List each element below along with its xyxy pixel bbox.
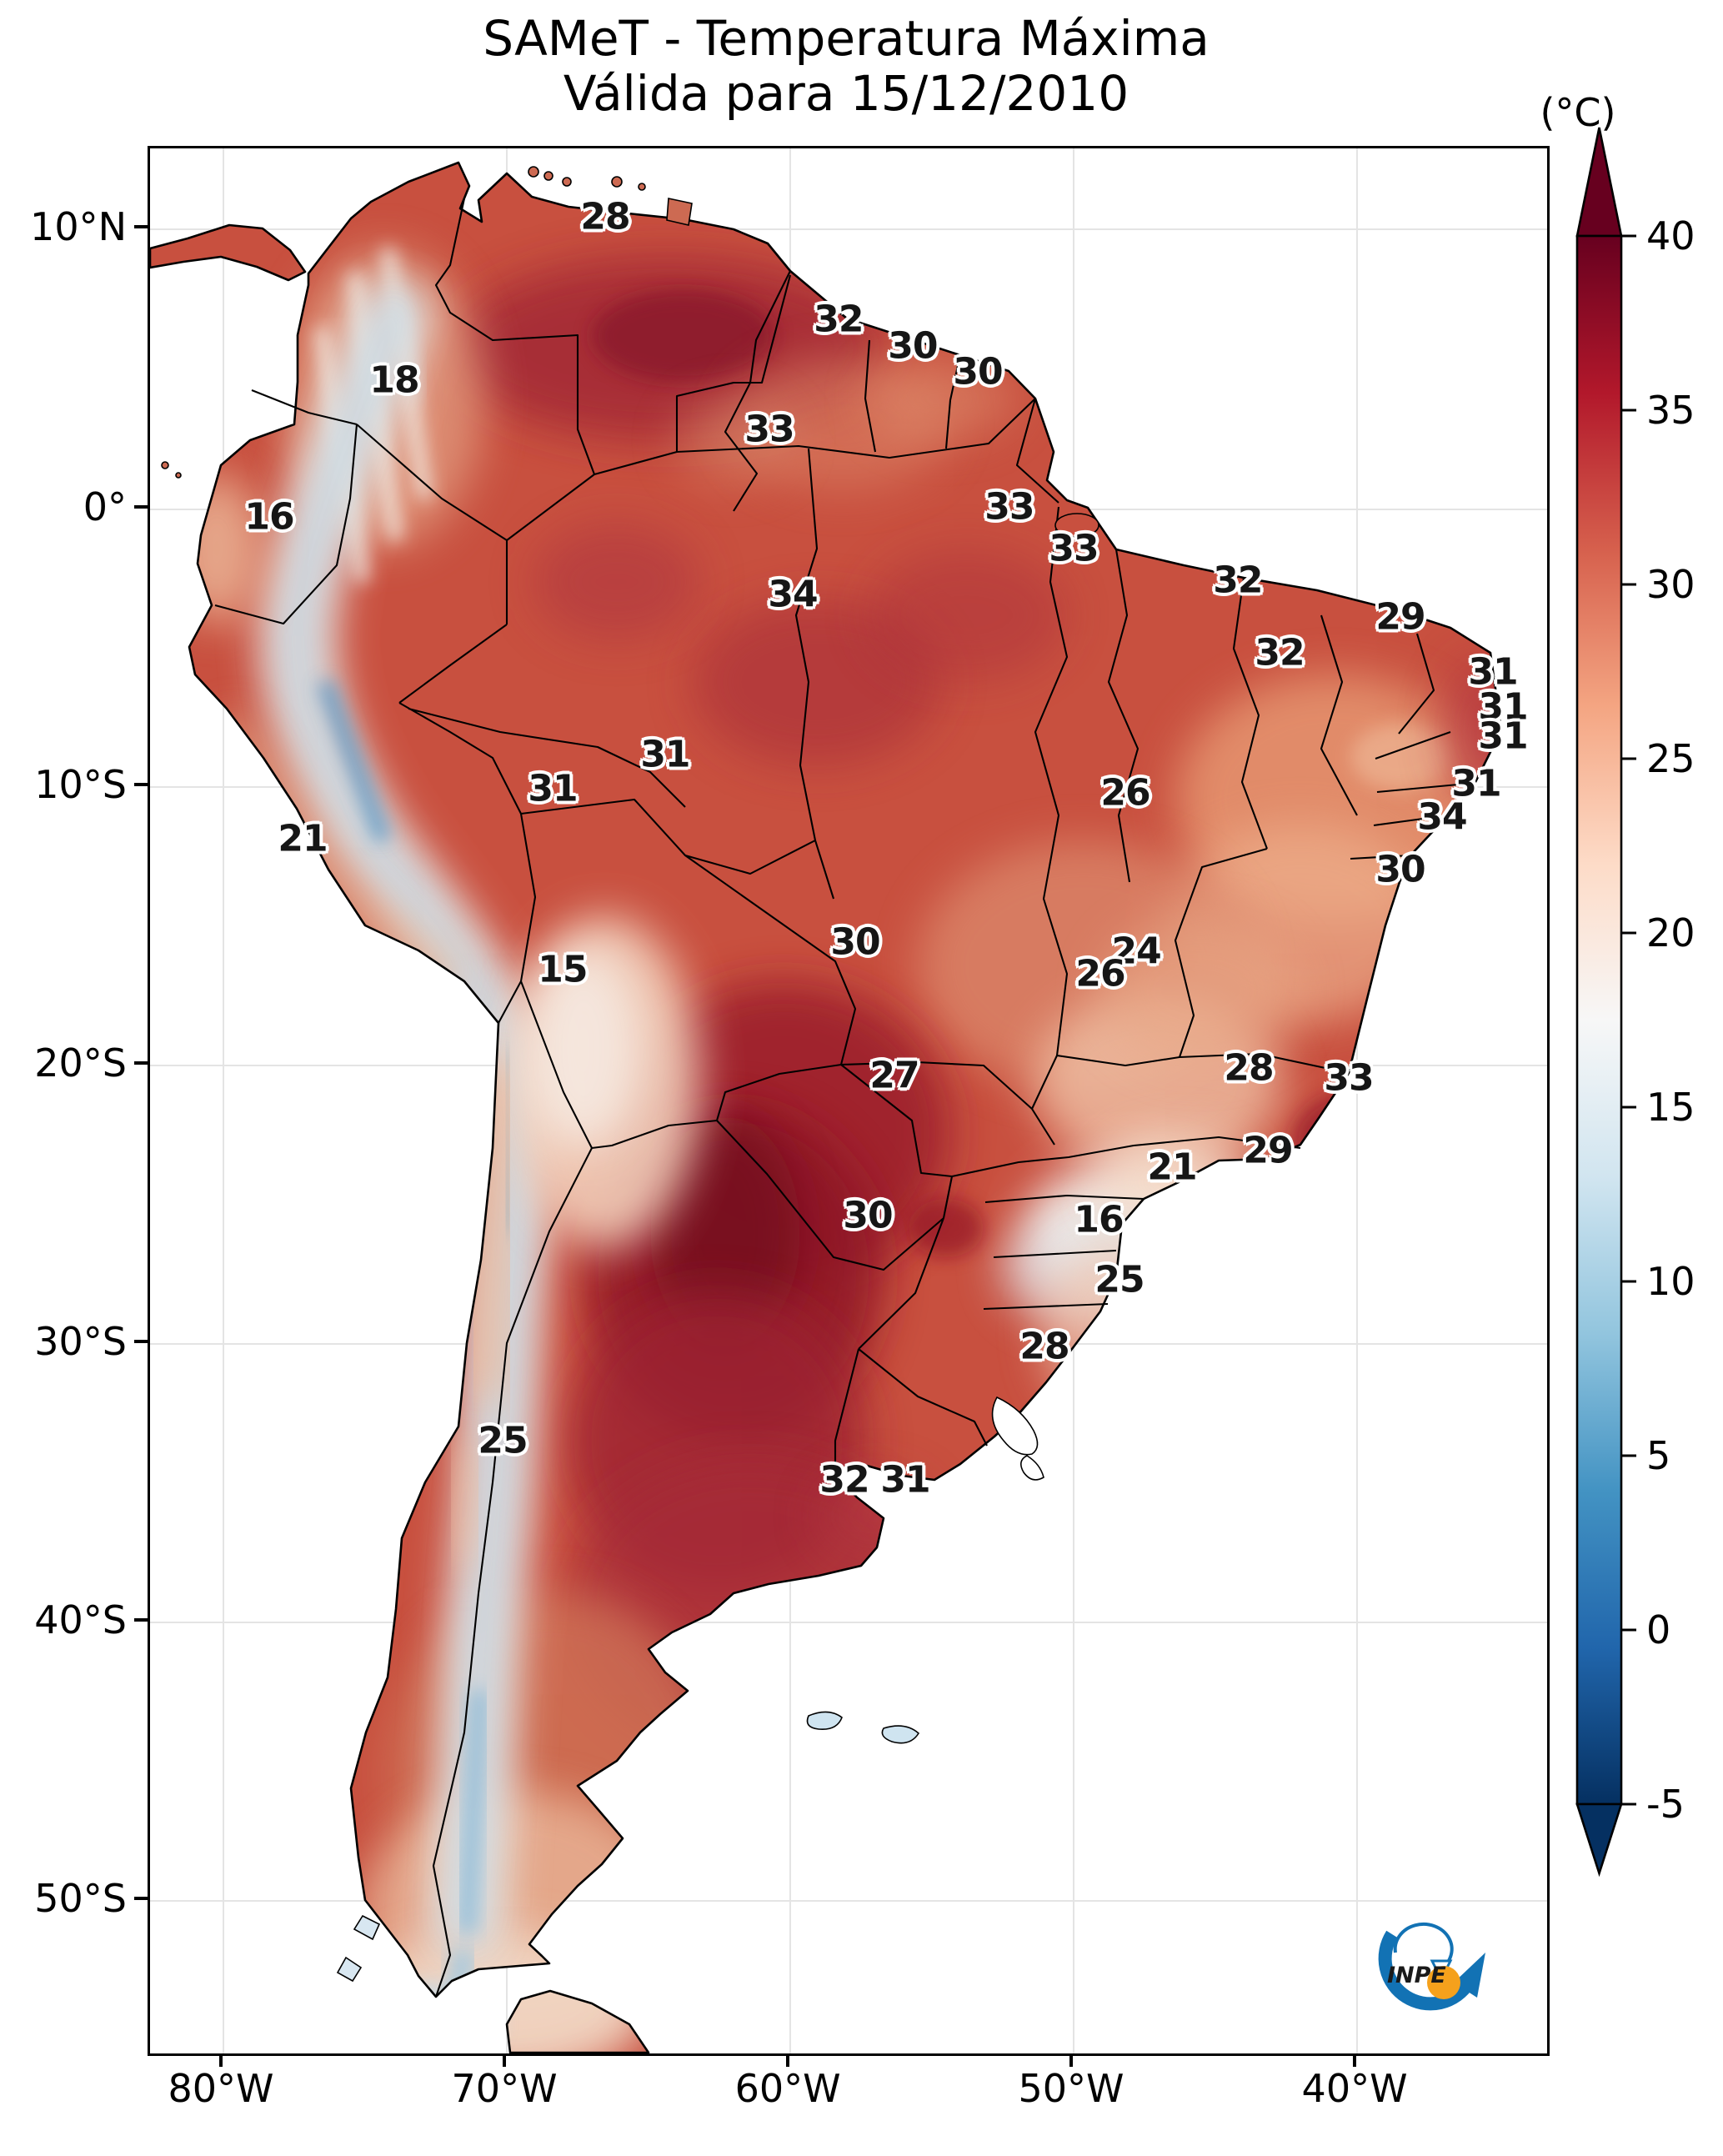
title-line-1: SAMeT - Temperatura Máxima xyxy=(483,10,1210,67)
lagoons-and-islands xyxy=(161,166,1099,1983)
colorbar-bar xyxy=(1575,234,1623,1806)
lat-tick-label: 10°N xyxy=(30,204,127,250)
lon-tick-label: 40°W xyxy=(1301,2066,1408,2111)
inpe-arrow-icon xyxy=(1454,1953,1485,1998)
colorbar-bottom-arrow xyxy=(1575,1803,1623,1878)
lon-tick-label: 80°W xyxy=(168,2066,274,2111)
lon-tick-label: 70°W xyxy=(451,2066,558,2111)
lat-tick-label: 10°S xyxy=(34,761,127,807)
lat-tick-label: 0° xyxy=(83,484,127,529)
longitude-axis: 80°W 70°W 60°W 50°W 40°W xyxy=(148,2066,1545,2124)
latitude-axis: 10°N 0° 10°S 20°S 30°S 40°S 50°S xyxy=(0,146,135,2051)
colorbar-tick-label: 5 xyxy=(1646,1433,1670,1478)
inpe-orange-dot-icon xyxy=(1427,1966,1460,1999)
colorbar-top-arrow xyxy=(1575,127,1623,238)
south-america-map xyxy=(150,148,1547,2053)
inpe-swoosh-icon xyxy=(1378,1930,1475,2011)
lon-tick-label: 50°W xyxy=(1018,2066,1124,2111)
title-line-2: Válida para 15/12/2010 xyxy=(563,64,1129,122)
colorbar-tick-label: 15 xyxy=(1646,1085,1695,1130)
lat-tick-mark xyxy=(134,505,148,509)
lon-tick-label: 60°W xyxy=(734,2066,841,2111)
lat-tick-label: 20°S xyxy=(34,1040,127,1086)
colorbar-unit-label: (°C) xyxy=(1540,90,1616,135)
figure-title: SAMeT - Temperatura Máxima Válida para 1… xyxy=(148,10,1545,122)
colorbar-tick-label: 25 xyxy=(1646,736,1695,781)
lat-tick-label: 30°S xyxy=(34,1319,127,1365)
colorbar-tick-label: 10 xyxy=(1646,1259,1695,1304)
political-borders xyxy=(214,198,1468,1998)
lat-tick-mark xyxy=(134,1340,148,1344)
lat-tick-mark xyxy=(134,1617,148,1622)
lat-tick-mark xyxy=(134,782,148,786)
map-plot-area: 28 18 16 33 32 30 30 33 33 34 32 29 32 31 31 31 31 34 30 31… xyxy=(148,146,1550,2056)
lat-tick-mark xyxy=(134,225,148,229)
colorbar-tick-label: -5 xyxy=(1646,1782,1685,1827)
temperature-raster xyxy=(150,163,1501,2053)
colorbar-tick-label: 40 xyxy=(1646,213,1695,258)
colorbar-tick-label: 0 xyxy=(1646,1607,1670,1652)
colorbar-ticks: 40 35 30 25 20 15 10 5 0 -5 xyxy=(1621,213,1695,1827)
temperature-colorbar: 40 35 30 25 20 15 10 5 0 -5 xyxy=(1571,117,1723,1884)
colorbar-graphic: 40 35 30 25 20 15 10 5 0 -5 xyxy=(1575,127,1695,1878)
lat-tick-label: 50°S xyxy=(34,1875,127,1921)
lat-tick-mark xyxy=(134,1896,148,1900)
lat-tick-mark xyxy=(134,1060,148,1065)
inpe-logo: INPE xyxy=(1367,1909,1509,2022)
colorbar-tick-label: 35 xyxy=(1646,388,1695,433)
lat-tick-label: 40°S xyxy=(34,1597,127,1642)
inpe-inner-spiral-icon xyxy=(1393,1922,1454,1971)
colorbar-tick-label: 20 xyxy=(1646,910,1695,955)
inpe-logo-text: INPE xyxy=(1387,1963,1446,1988)
colorbar-tick-label: 30 xyxy=(1646,562,1695,607)
